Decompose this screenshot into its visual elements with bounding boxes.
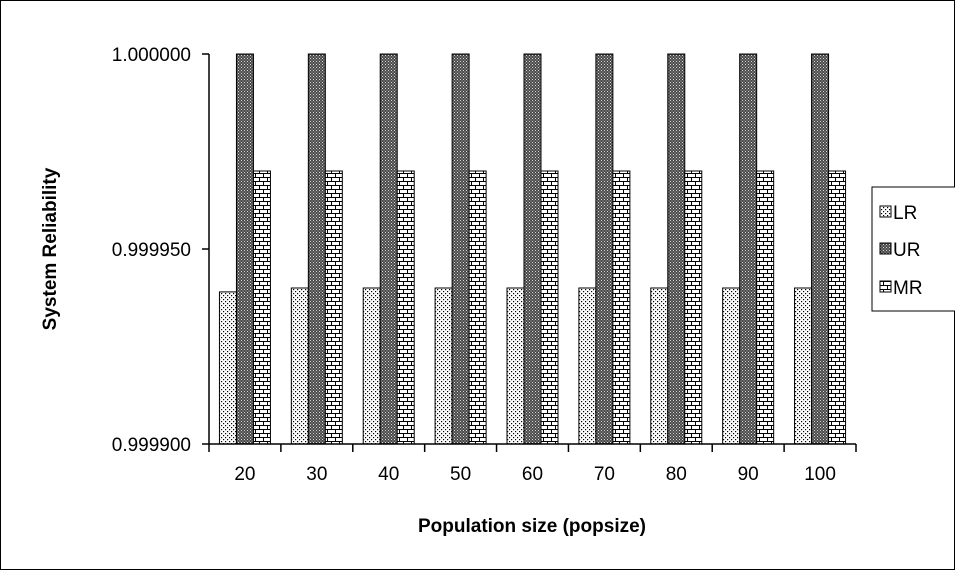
legend-swatch-ur: [879, 242, 892, 255]
bar-mr-50: [468, 170, 487, 445]
bar-lr-40: [362, 287, 381, 445]
x-axis-title: Population size (popsize): [418, 516, 646, 537]
y-tick-label: 0.999950: [112, 240, 191, 261]
legend: LR UR MR: [871, 186, 955, 312]
bar-mr-20: [252, 170, 271, 445]
x-tick-label: 100: [804, 464, 836, 485]
x-tick-label: 60: [522, 464, 543, 485]
bar-mr-40: [396, 170, 415, 445]
bar-ur-70: [595, 53, 614, 445]
bar-ur-20: [235, 53, 254, 445]
x-tick-label: 20: [234, 464, 255, 485]
x-tick-label: 80: [666, 464, 687, 485]
x-tick-label: 50: [450, 464, 471, 485]
bar-mr-30: [324, 170, 343, 445]
bar-ur-60: [523, 53, 542, 445]
bar-ur-40: [379, 53, 398, 445]
x-tick-label: 30: [306, 464, 327, 485]
bar-mr-80: [684, 170, 703, 445]
bar-mr-60: [540, 170, 559, 445]
bar-lr-100: [794, 287, 813, 445]
bar-lr-90: [722, 287, 741, 445]
x-axis-ticks: 20 30 40 50 60 70 80 90 100: [208, 444, 857, 485]
legend-label-mr: MR: [893, 278, 923, 299]
bar-mr-70: [612, 170, 631, 445]
bar-ur-90: [739, 53, 758, 445]
bar-ur-100: [811, 53, 830, 445]
bar-lr-20: [218, 291, 237, 445]
y-tick-label: 1.000000: [112, 45, 191, 66]
bar-lr-50: [434, 287, 453, 445]
bar-ur-50: [451, 53, 470, 445]
bar-lr-60: [506, 287, 525, 445]
y-axis-ticks: 0.999900 0.999950 1.000000: [112, 45, 209, 456]
bar-lr-30: [290, 287, 309, 445]
bar-mr-90: [756, 170, 775, 445]
bar-lr-80: [650, 287, 669, 445]
bar-mr-100: [828, 170, 847, 445]
legend-swatch-lr: [879, 205, 892, 218]
legend-label-ur: UR: [893, 240, 920, 261]
x-tick-label: 90: [738, 464, 759, 485]
bar-ur-80: [667, 53, 686, 445]
bars: [218, 53, 847, 445]
bar-ur-30: [307, 53, 326, 445]
bar-lr-70: [578, 287, 597, 445]
x-tick-label: 40: [378, 464, 399, 485]
legend-swatch-mr: [879, 280, 892, 293]
legend-label-lr: LR: [893, 203, 917, 224]
y-tick-label: 0.999900: [112, 435, 191, 456]
y-axis-title: System Reliability: [40, 167, 61, 330]
x-tick-label: 70: [594, 464, 615, 485]
